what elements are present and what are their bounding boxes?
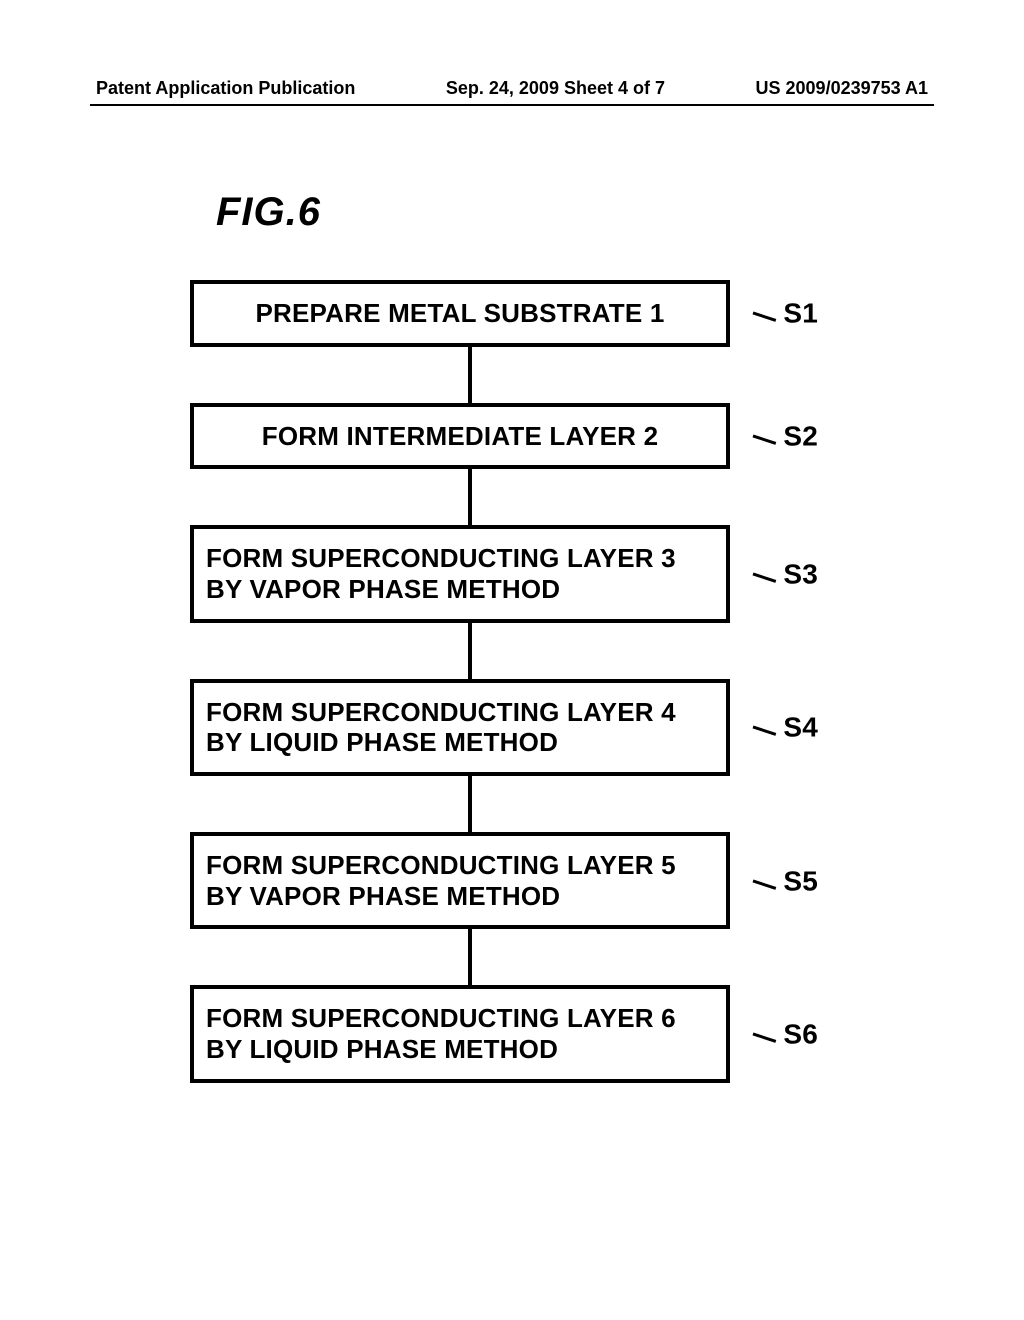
flow-step-label: S6	[753, 1018, 818, 1051]
flow-step-text: FORM SUPERCONDUCTING LAYER 5 BY VAPOR PH…	[206, 850, 676, 911]
patent-header: Patent Application Publication Sep. 24, …	[0, 78, 1024, 99]
flow-connector	[468, 347, 472, 403]
header-mid: Sep. 24, 2009 Sheet 4 of 7	[446, 78, 665, 99]
header-right: US 2009/0239753 A1	[756, 78, 928, 99]
flow-step-label: S3	[753, 558, 818, 591]
flow-step-s4: FORM SUPERCONDUCTING LAYER 4 BY LIQUID P…	[190, 679, 730, 776]
page: Patent Application Publication Sep. 24, …	[0, 0, 1024, 1320]
figure-label: FIG.6	[216, 190, 321, 235]
flow-step-text: FORM SUPERCONDUCTING LAYER 3 BY VAPOR PH…	[206, 543, 676, 604]
flow-step-label: S5	[753, 864, 818, 897]
flow-connector	[468, 469, 472, 525]
flow-step-text: FORM SUPERCONDUCTING LAYER 4 BY LIQUID P…	[206, 697, 676, 758]
flow-step-text: PREPARE METAL SUBSTRATE 1	[255, 298, 664, 328]
flow-step-text: FORM SUPERCONDUCTING LAYER 6 BY LIQUID P…	[206, 1003, 676, 1064]
flow-step-label: S4	[753, 711, 818, 744]
flow-step-s2: FORM INTERMEDIATE LAYER 2S2	[190, 403, 730, 470]
flow-connector	[468, 776, 472, 832]
flow-step-label: S2	[753, 419, 818, 452]
flowchart: PREPARE METAL SUBSTRATE 1S1 FORM INTERMED…	[190, 280, 750, 1083]
flow-step-label: S1	[753, 297, 818, 330]
flow-step-s6: FORM SUPERCONDUCTING LAYER 6 BY LIQUID P…	[190, 985, 730, 1082]
flow-connector	[468, 623, 472, 679]
flow-connector	[468, 929, 472, 985]
header-rule	[90, 104, 934, 106]
flow-step-text: FORM INTERMEDIATE LAYER 2	[262, 421, 658, 451]
flow-step-s3: FORM SUPERCONDUCTING LAYER 3 BY VAPOR PH…	[190, 525, 730, 622]
header-left: Patent Application Publication	[96, 78, 355, 99]
flow-step-s1: PREPARE METAL SUBSTRATE 1S1	[190, 280, 730, 347]
flow-step-s5: FORM SUPERCONDUCTING LAYER 5 BY VAPOR PH…	[190, 832, 730, 929]
